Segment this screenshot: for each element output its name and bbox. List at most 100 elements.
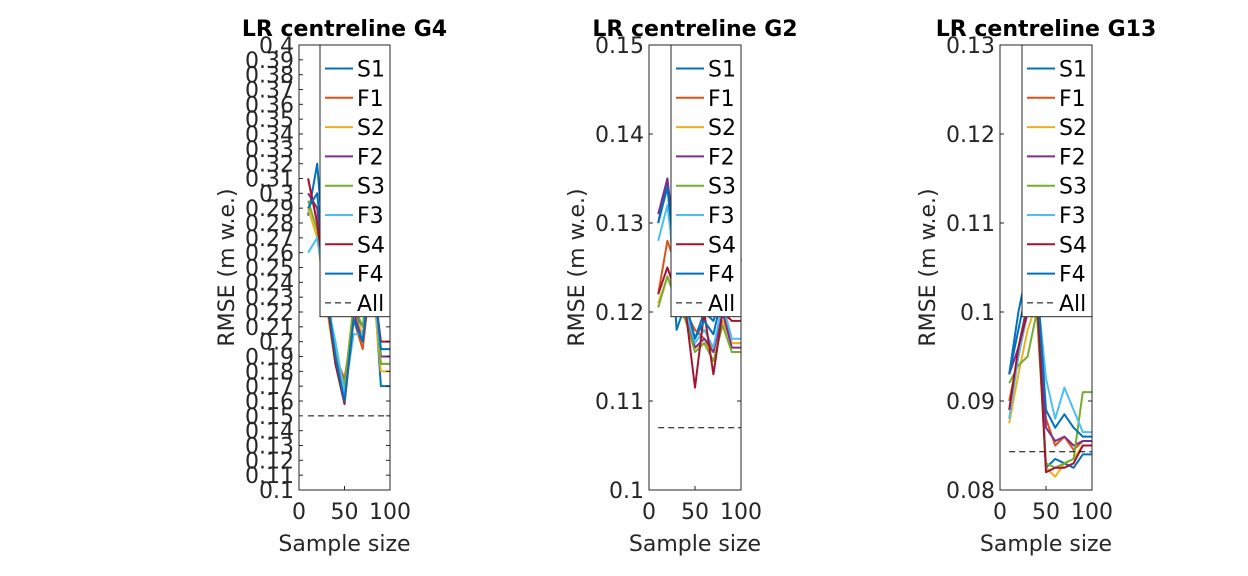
y-axis-label: RMSE (m w.e.)	[916, 188, 941, 346]
y-tick-label: 0.18	[245, 360, 294, 385]
y-tick-label: 0.28	[245, 212, 294, 237]
y-tick-label: 0.16	[245, 390, 294, 415]
x-tick-labels: 0 50 100	[993, 45, 1113, 525]
legend-label-s3: S3	[357, 175, 385, 200]
y-tick-label: 0.12	[946, 123, 995, 148]
legend-label-f3: F3	[357, 204, 384, 229]
legend-label-f2: F2	[1059, 145, 1086, 170]
legend-label-s4: S4	[708, 233, 736, 258]
legend-label-s2: S2	[708, 116, 736, 141]
y-tick-label: 0.33	[245, 138, 294, 163]
legend-label-f2: F2	[357, 145, 384, 170]
chart-panel-1: 0.10.110.120.130.140.150.160.170.180.190…	[215, 17, 447, 557]
y-tick-label: 0.1	[259, 479, 294, 504]
series-line-s3	[1008, 311, 1092, 469]
y-tick-label: 0.1	[609, 479, 644, 504]
y-tick-label: 0.39	[245, 49, 294, 74]
y-tick-label: 0.32	[245, 153, 294, 178]
y-tick-label: 0.11	[946, 212, 995, 237]
y-tick-label: 0.12	[245, 449, 294, 474]
legend-label-s4: S4	[1059, 233, 1087, 258]
x-tick-label: 50	[331, 500, 359, 525]
y-tick-label: 0.4	[259, 34, 294, 59]
y-tick-label: 0.35	[245, 108, 294, 133]
x-tick-label: 50	[681, 500, 709, 525]
y-tick-label: 0.13	[245, 435, 294, 460]
y-tick-label: 0.23	[245, 286, 294, 311]
legend-label-f1: F1	[1059, 87, 1086, 112]
x-axis-label: Sample size	[629, 532, 761, 557]
legend-label-s1: S1	[357, 58, 385, 83]
chart-title: LR centreline G4	[242, 17, 447, 42]
y-tick-label: 0.1	[960, 301, 995, 326]
legend-label-all: All	[708, 292, 735, 317]
y-tick-labels: 0.10.110.120.130.140.150.160.170.180.190…	[245, 34, 390, 504]
y-tick-label: 0.37	[245, 79, 294, 104]
chart-panel-3: 0.08 0.09 0.1 0.11 0.12 0.13 0 50 100 LR centreli…	[916, 17, 1156, 557]
y-axis-label: RMSE (m w.e.)	[215, 188, 240, 346]
y-tick-labels: 0.1 0.11 0.12 0.13 0.14 0.15	[595, 34, 741, 504]
legend-label-f4: F4	[708, 263, 735, 288]
y-tick-label: 0.2	[259, 331, 294, 356]
series-line-f3	[1008, 284, 1092, 434]
series-line-s2	[1008, 302, 1092, 478]
legend-label-s2: S2	[357, 116, 385, 141]
chart-title: LR centreline G2	[592, 17, 797, 42]
legend-label-f3: F3	[1059, 204, 1086, 229]
y-tick-label: 0.15	[595, 34, 644, 59]
x-tick-label: 100	[1071, 500, 1113, 525]
legend-label-s2: S2	[1059, 116, 1087, 141]
y-tick-label: 0.36	[245, 93, 294, 118]
series-line-s4	[1008, 293, 1092, 474]
y-tick-label: 0.38	[245, 64, 294, 89]
legend: S1 F1 S2 F2 S3 F3 S4 F4 All	[670, 44, 742, 318]
x-tick-label: 0	[292, 500, 306, 525]
legend-label-f4: F4	[357, 263, 384, 288]
y-tick-label: 0.12	[595, 301, 644, 326]
legend-box	[670, 44, 742, 318]
y-tick-label: 0.14	[245, 420, 294, 445]
y-tick-label: 0.22	[245, 301, 294, 326]
legend-label-f1: F1	[708, 87, 735, 112]
legend-label-all: All	[1059, 292, 1086, 317]
y-tick-label: 0.11	[245, 464, 294, 489]
y-tick-label: 0.34	[245, 123, 294, 148]
x-tick-label: 100	[720, 500, 762, 525]
y-tick-label: 0.09	[946, 390, 995, 415]
y-tick-label: 0.14	[595, 123, 644, 148]
legend-label-all: All	[357, 292, 384, 317]
legend: S1 F1 S2 F2 S3 F3 S4 F4 All	[319, 44, 391, 318]
y-tick-label: 0.26	[245, 242, 294, 267]
y-tick-label: 0.17	[245, 375, 294, 400]
y-tick-label: 0.29	[245, 197, 294, 222]
y-tick-label: 0.3	[259, 182, 294, 207]
y-tick-label: 0.13	[946, 34, 995, 59]
x-tick-label: 50	[1032, 500, 1060, 525]
y-axis-label: RMSE (m w.e.)	[565, 188, 590, 346]
y-tick-label: 0.25	[245, 257, 294, 282]
legend-label-f3: F3	[708, 204, 735, 229]
series-line-f2	[1008, 293, 1092, 447]
legend-label-f1: F1	[357, 87, 384, 112]
y-tick-label: 0.27	[245, 227, 294, 252]
legend-label-s1: S1	[1059, 58, 1087, 83]
legend-label-s1: S1	[708, 58, 736, 83]
legend-box	[319, 44, 391, 318]
y-tick-label: 0.19	[245, 346, 294, 371]
legend-box	[1021, 44, 1093, 318]
legend: S1 F1 S2 F2 S3 F3 S4 F4 All	[1021, 44, 1093, 318]
y-tick-label: 0.31	[245, 168, 294, 193]
legend-label-s3: S3	[708, 175, 736, 200]
chart-panel-2: 0.1 0.11 0.12 0.13 0.14 0.15 0 50 100 LR centreli…	[565, 17, 798, 557]
legend-label-s4: S4	[357, 233, 385, 258]
x-tick-label: 100	[369, 500, 411, 525]
y-tick-label: 0.21	[245, 316, 294, 341]
legend-label-f4: F4	[1059, 263, 1086, 288]
y-tick-label: 0.24	[245, 271, 294, 296]
x-tick-label: 0	[642, 500, 656, 525]
y-tick-labels: 0.08 0.09 0.1 0.11 0.12 0.13	[946, 34, 1092, 504]
legend-label-f2: F2	[708, 145, 735, 170]
chart-title: LR centreline G13	[936, 17, 1157, 42]
y-tick-label: 0.11	[595, 390, 644, 415]
